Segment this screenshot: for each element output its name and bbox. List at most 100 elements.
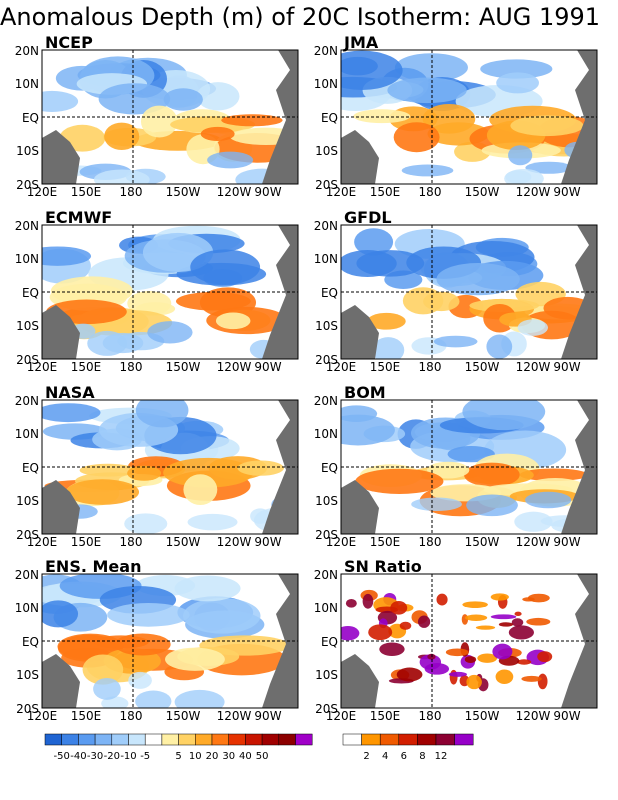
land-mass-americas — [262, 225, 298, 359]
lon-tick-label: 120E — [326, 185, 357, 199]
lon-tick-label: 120E — [326, 709, 357, 723]
lon-tick-label: 150E — [71, 709, 102, 723]
sn-legend-label: 12 — [435, 751, 448, 762]
lat-tick-label: 10N — [314, 77, 338, 91]
lat-tick-label: EQ — [22, 286, 39, 300]
anomaly-legend-label: -5 — [140, 751, 150, 762]
sn-legend-swatch — [398, 733, 418, 746]
lon-tick-label: 90W — [254, 709, 281, 723]
lat-tick-label: 10N — [314, 252, 338, 266]
lat-tick-label: 10S — [315, 319, 338, 333]
lon-tick-label: 150W — [166, 709, 201, 723]
sn-legend-label: 8 — [419, 751, 425, 762]
anomaly-legend-label: 10 — [189, 751, 202, 762]
lat-tick-label: EQ — [22, 461, 39, 475]
land-mass-americas — [561, 400, 597, 534]
lon-tick-label: 180 — [120, 185, 143, 199]
panel-label: JMA — [343, 33, 379, 52]
lat-tick-label: 10N — [314, 601, 338, 615]
lon-tick-label: 150E — [370, 535, 401, 549]
anomaly-legend-label: 50 — [256, 751, 269, 762]
lat-tick-label: 20S — [315, 178, 338, 192]
anomaly-legend-swatch — [144, 733, 163, 746]
lon-tick-label: 180 — [419, 185, 442, 199]
panel-label: NCEP — [45, 33, 93, 52]
sn-legend-swatch — [361, 733, 381, 746]
lon-tick-label: 180 — [419, 360, 442, 374]
lon-tick-label: 180 — [120, 535, 143, 549]
anomaly-legend-label: 20 — [206, 751, 219, 762]
lat-tick-label: 20N — [314, 394, 338, 408]
lat-tick-label: 20N — [314, 219, 338, 233]
lon-tick-label: 150W — [465, 535, 500, 549]
anomaly-legend-swatch — [128, 733, 146, 746]
lon-tick-label: 150E — [370, 185, 401, 199]
sn-legend-swatch — [379, 733, 400, 746]
lat-tick-label: 10S — [16, 144, 39, 158]
panel-frame — [41, 49, 299, 185]
anomaly-legend-label: -10 — [120, 751, 136, 762]
lat-tick-label: EQ — [321, 286, 338, 300]
lon-tick-label: 150W — [166, 185, 201, 199]
lat-tick-label: 20S — [315, 528, 338, 542]
lon-tick-label: 120E — [27, 535, 58, 549]
anomaly-legend-label: 30 — [222, 751, 235, 762]
lat-tick-label: 20N — [15, 44, 39, 58]
lat-tick-label: 20N — [314, 44, 338, 58]
panel-frame — [340, 224, 598, 360]
land-mass-asia — [42, 305, 80, 359]
panel-frame — [41, 224, 299, 360]
land-mass-americas — [561, 50, 597, 184]
lon-tick-label: 120E — [27, 709, 58, 723]
lon-tick-label: 90W — [254, 535, 281, 549]
panel-label: ECMWF — [45, 208, 112, 227]
lat-tick-label: EQ — [321, 635, 338, 649]
panel-label: SN Ratio — [344, 557, 422, 576]
lat-tick-label: 20S — [16, 353, 39, 367]
sn-legend-swatch — [342, 733, 362, 746]
anomaly-legend-swatch — [211, 733, 229, 746]
lat-tick-label: 20N — [15, 219, 39, 233]
anomaly-legend-label: -50 — [54, 751, 70, 762]
lat-tick-label: 10N — [314, 427, 338, 441]
lon-tick-label: 150E — [71, 360, 102, 374]
lon-tick-label: 150E — [370, 709, 401, 723]
lat-tick-label: 10S — [315, 144, 338, 158]
land-mass-asia — [42, 654, 80, 708]
sn-legend-label: 6 — [401, 751, 407, 762]
sn-legend-swatch — [435, 733, 455, 746]
panel-frame — [340, 573, 598, 709]
lat-tick-label: EQ — [321, 461, 338, 475]
lon-tick-label: 150E — [370, 360, 401, 374]
panel-label: ENS. Mean — [45, 557, 141, 576]
lon-tick-label: 120W — [516, 535, 551, 549]
panel-frame — [340, 399, 598, 535]
lon-tick-label: 180 — [120, 709, 143, 723]
lon-tick-label: 150W — [166, 360, 201, 374]
panel-label: GFDL — [344, 208, 392, 227]
anomaly-legend-swatch — [245, 733, 263, 746]
panel-label: NASA — [45, 383, 95, 402]
lat-tick-label: 10N — [15, 77, 39, 91]
panel-frame — [41, 573, 299, 709]
land-mass-americas — [262, 50, 298, 184]
lat-tick-label: 20S — [315, 702, 338, 716]
sn-legend-swatch — [417, 733, 437, 746]
land-mass-asia — [42, 130, 80, 184]
lon-tick-label: 150W — [465, 185, 500, 199]
lat-tick-label: EQ — [22, 111, 39, 125]
land-mass-americas — [561, 225, 597, 359]
lon-tick-label: 90W — [553, 360, 580, 374]
anomaly-legend-swatch — [261, 733, 280, 746]
lon-tick-label: 120W — [217, 709, 252, 723]
lat-tick-label: EQ — [22, 635, 39, 649]
sn-legend-label: 4 — [382, 751, 388, 762]
lon-tick-label: 120W — [217, 535, 252, 549]
lat-tick-label: 10N — [15, 601, 39, 615]
anomaly-legend-label: -20 — [104, 751, 120, 762]
panel-label: BOM — [344, 383, 386, 402]
